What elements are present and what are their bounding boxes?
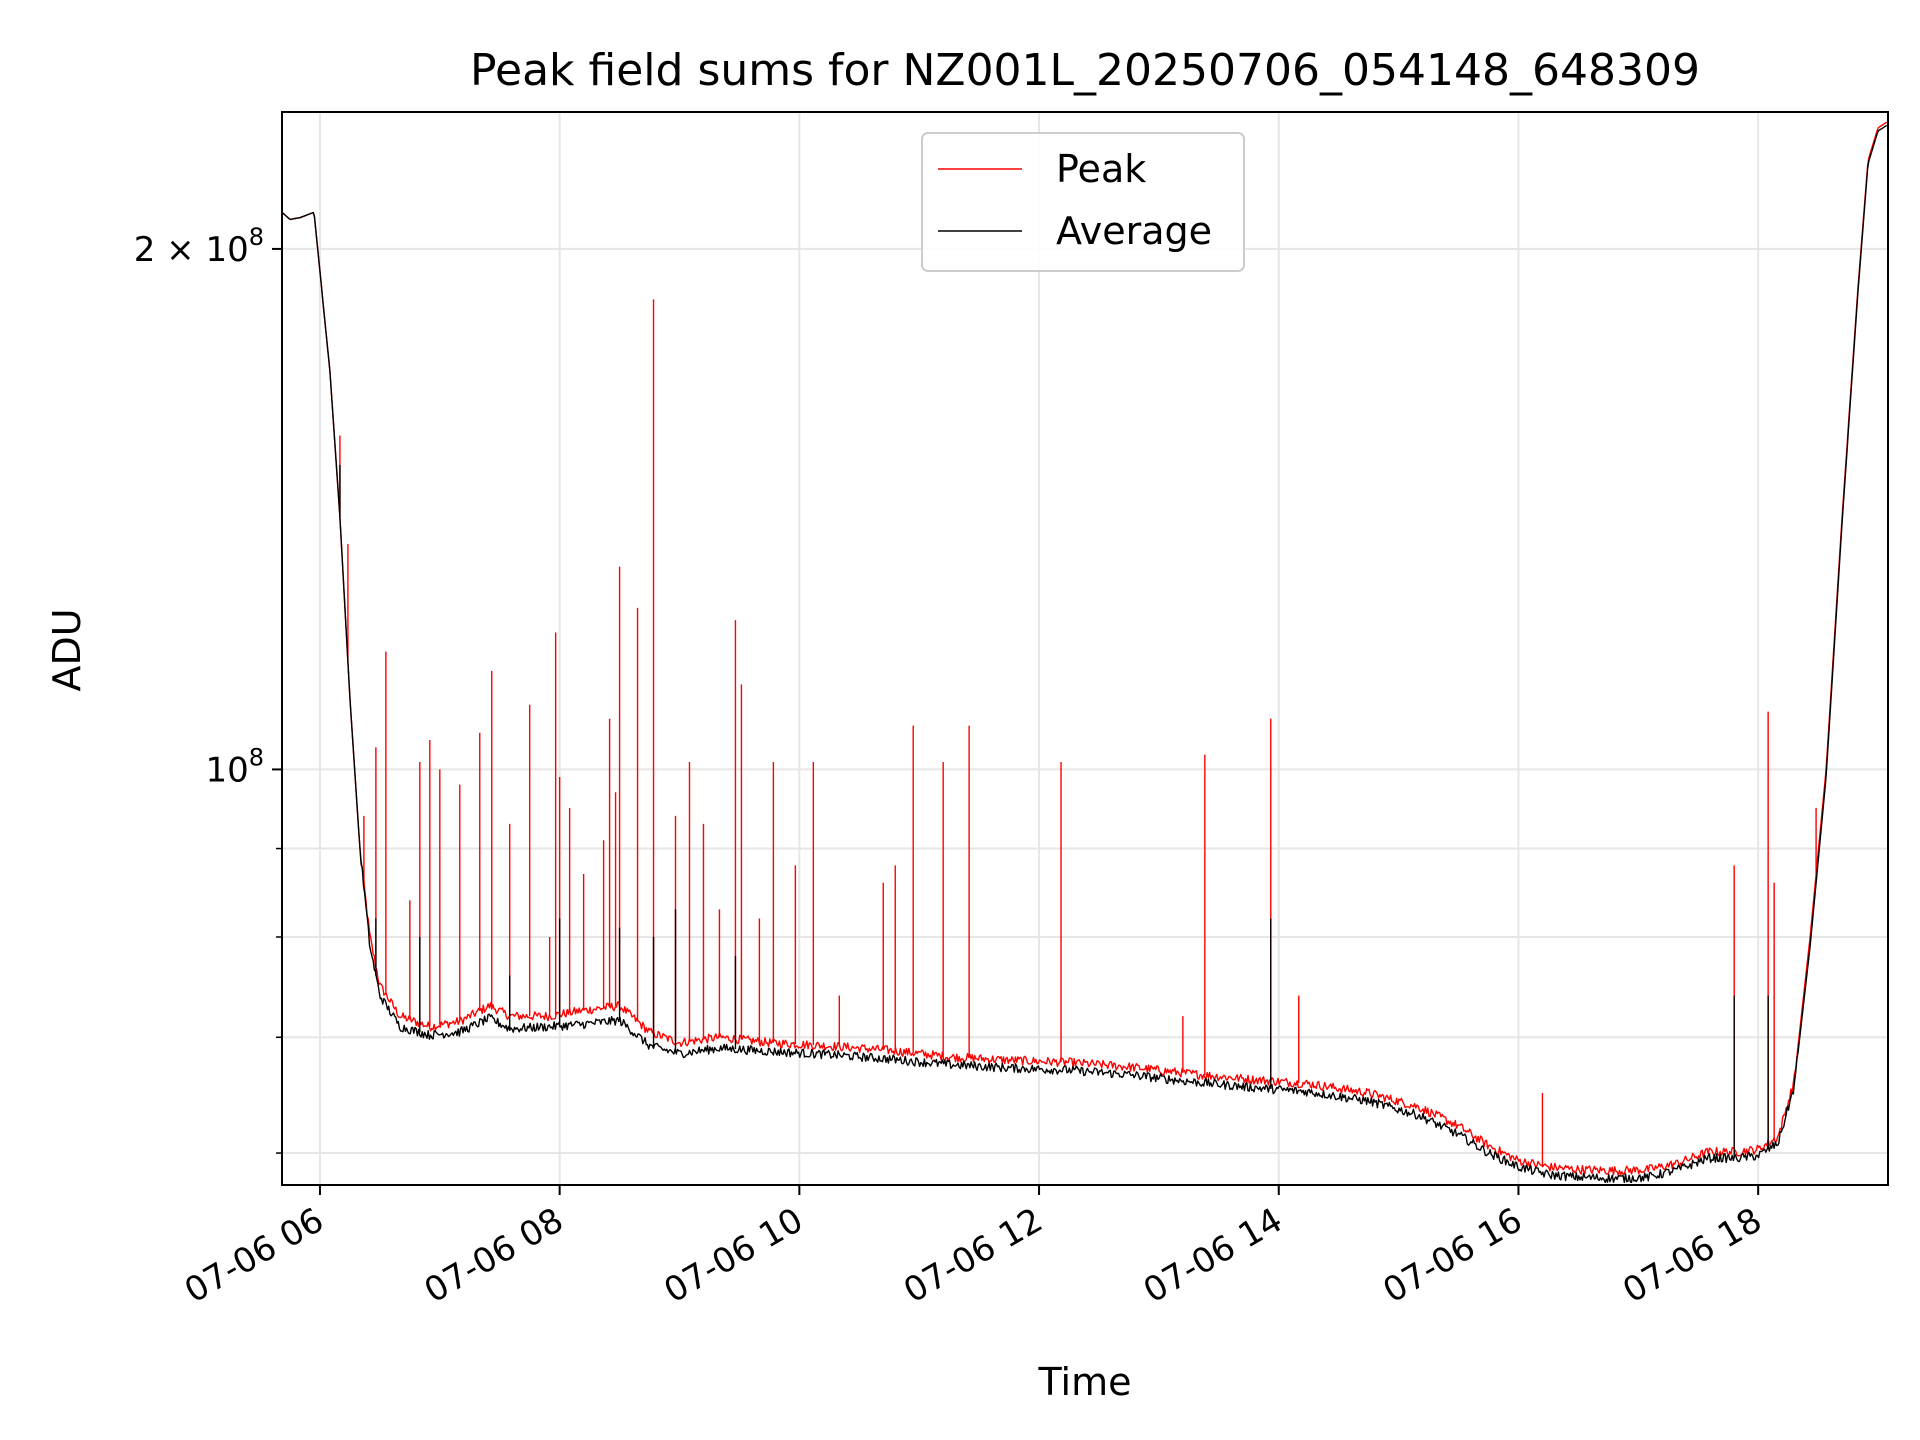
series-line: [282, 124, 1888, 1184]
grid: [282, 112, 1888, 1185]
series-peak: [282, 121, 1888, 1176]
chart-title: Peak field sums for NZ001L_20250706_0541…: [470, 45, 1700, 96]
legend-label-average: Average: [1056, 209, 1212, 253]
series-average: [282, 124, 1888, 1184]
plot-frame: [281, 111, 1889, 1186]
y-tick-label: 2 × 108: [134, 223, 264, 270]
series-layer: [282, 121, 1888, 1184]
legend-label-peak: Peak: [1056, 147, 1146, 191]
y-axis-label: ADU: [45, 608, 89, 691]
x-axis-label: Time: [1038, 1360, 1132, 1404]
y-tick-label: 108: [205, 743, 264, 790]
legend-box: [921, 132, 1245, 272]
legend: Peak Average: [921, 132, 1245, 272]
